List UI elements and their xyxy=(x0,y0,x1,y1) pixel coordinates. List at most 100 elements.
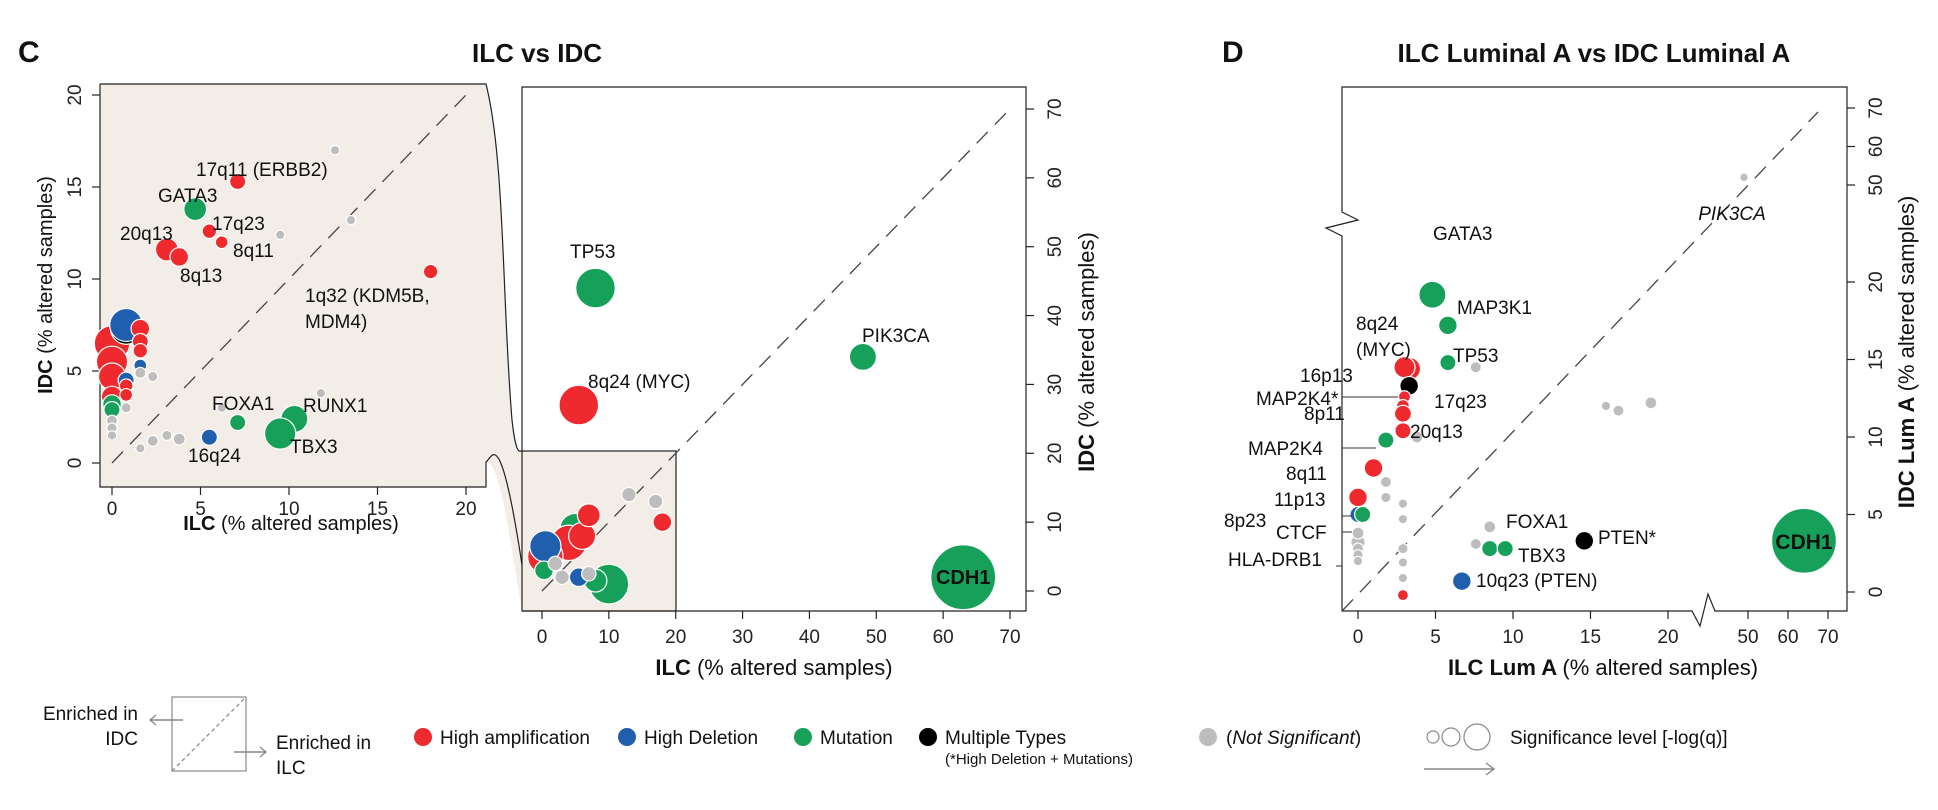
xtick-label-c-inset: 10 xyxy=(278,499,299,520)
point-d xyxy=(1437,315,1458,336)
xlabel-c-main: ILC (% altered samples) xyxy=(655,655,892,680)
xtick-label-c-inset: 15 xyxy=(367,499,388,520)
panel-letter-c: C xyxy=(18,36,40,69)
label-c-inset: TBX3 xyxy=(290,437,338,458)
ytick-label-d: 5 xyxy=(1866,509,1887,520)
point-c-inset xyxy=(169,247,190,267)
xtick-label-c-main: 70 xyxy=(999,627,1020,648)
point-d xyxy=(1483,520,1497,534)
label-d: GATA3 xyxy=(1433,224,1492,245)
ytick-label-d: 10 xyxy=(1866,426,1887,447)
point-d xyxy=(1397,513,1409,525)
xtick-label-d: 20 xyxy=(1657,627,1678,648)
label-c-inset: 1q32 (KDM5B, xyxy=(305,286,430,307)
point-c-inset xyxy=(229,172,247,191)
xtick-label-c-main: 0 xyxy=(537,627,548,648)
legend-swatch-mut xyxy=(794,728,812,746)
legend-swatch-amp xyxy=(414,728,432,746)
main-frame-c xyxy=(521,86,1027,612)
point-c-inset xyxy=(274,229,286,241)
zoom-connector-bottom xyxy=(99,84,523,566)
point-d xyxy=(1770,507,1837,574)
label-d: MAP2K4 xyxy=(1248,439,1323,460)
diagonal-c-main xyxy=(541,108,1011,592)
point-c-inset xyxy=(329,144,341,156)
inset-background xyxy=(100,84,522,611)
point-c-inset xyxy=(119,387,134,402)
label-d: 8q24 xyxy=(1356,314,1399,335)
point-c-inset xyxy=(315,387,327,399)
label-d: TP53 xyxy=(1453,346,1498,367)
point-d xyxy=(1397,542,1409,555)
label-c-inset: RUNX1 xyxy=(303,396,367,417)
label-c-inset: 8q13 xyxy=(180,266,222,287)
point-d xyxy=(1352,555,1364,567)
point-c-inset xyxy=(216,402,228,414)
legend-enriched-ilc: ILC xyxy=(276,758,306,779)
point-c-main xyxy=(621,486,637,503)
point-c-main xyxy=(558,384,600,426)
point-d xyxy=(1394,422,1412,440)
label-c-inset: 17q23 xyxy=(212,214,265,235)
point-c-inset xyxy=(201,223,218,239)
ytick-label-d: 50 xyxy=(1866,174,1887,195)
legend-significance: Significance level [-log(q)] xyxy=(1510,728,1728,749)
point-c-inset xyxy=(229,413,247,432)
ytick-label-d: 70 xyxy=(1866,97,1887,118)
xtick-label-c-main: 30 xyxy=(732,627,753,648)
point-c-inset xyxy=(146,434,159,448)
xtick-label-d: 70 xyxy=(1817,627,1838,648)
point-c-main xyxy=(930,544,997,611)
label-d: 11p13 xyxy=(1274,490,1325,511)
label-d: FOXA1 xyxy=(1506,512,1568,533)
ytick-label-c-inset: 5 xyxy=(65,366,86,377)
point-d xyxy=(1439,353,1457,372)
xtick-label-c-main: 40 xyxy=(799,627,820,648)
label-c-inset: MDM4) xyxy=(305,312,367,333)
point-c-inset xyxy=(161,429,173,442)
label-d: 17q23 xyxy=(1434,392,1487,413)
xtick-label-d: 60 xyxy=(1777,627,1798,648)
ytick-label-d: 15 xyxy=(1866,349,1887,370)
label-d: 8p23 xyxy=(1224,511,1266,532)
point-c-inset xyxy=(422,263,439,280)
label-c-inset: FOXA1 xyxy=(212,394,274,415)
legend-arrow-idc xyxy=(148,714,183,726)
diagonal-d xyxy=(1341,111,1819,612)
label-c-inset: 17q11 (ERBB2) xyxy=(196,160,328,181)
label-d: CTCF xyxy=(1276,523,1327,544)
ytick-label-c-main: 60 xyxy=(1045,167,1066,188)
point-c-main xyxy=(576,503,601,528)
ytick-label-c-inset: 10 xyxy=(65,268,86,289)
point-d xyxy=(1451,571,1472,592)
point-c-main xyxy=(547,555,564,572)
label-d: (MYC) xyxy=(1356,340,1411,361)
point-d xyxy=(1379,475,1393,489)
legend-label-mut: Mutation xyxy=(820,728,893,749)
ytick-label-d: 60 xyxy=(1866,136,1887,157)
point-c-main xyxy=(554,569,570,586)
point-c-inset xyxy=(106,430,118,441)
xtick-label-c-main: 20 xyxy=(665,627,686,648)
point-d xyxy=(1397,572,1409,584)
point-d xyxy=(1469,537,1482,551)
point-d xyxy=(1351,526,1365,540)
label-d: TBX3 xyxy=(1518,546,1566,567)
label-c-inset: 16q24 xyxy=(188,446,241,467)
main-frame-d xyxy=(1324,86,1848,628)
label-d: 8p11 xyxy=(1304,404,1345,425)
label-c-inset: 20q13 xyxy=(120,224,173,245)
point-c-inset xyxy=(183,197,208,222)
point-d xyxy=(1496,539,1514,558)
legend-size-circle xyxy=(1441,727,1461,747)
xtick-label-c-inset: 5 xyxy=(195,499,206,520)
xtick-label-c-inset: 0 xyxy=(107,499,118,520)
point-d xyxy=(1612,404,1625,417)
xtick-label-d: 5 xyxy=(1430,627,1441,648)
legend-swatch-del xyxy=(618,728,636,746)
legend-swatch-multi xyxy=(919,728,937,746)
legend-arrow-ilc xyxy=(234,746,268,758)
ytick-label-c-main: 50 xyxy=(1045,236,1066,257)
ytick-label-c-main: 20 xyxy=(1045,443,1066,464)
